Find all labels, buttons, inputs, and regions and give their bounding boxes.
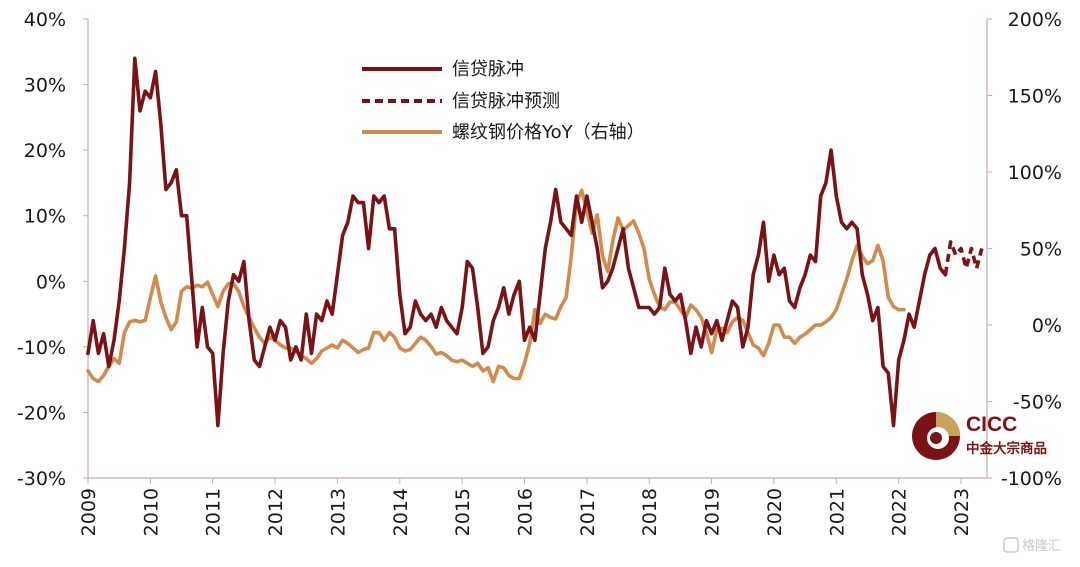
series-layer (86, 56, 984, 428)
series-line-2 (86, 188, 906, 384)
left-tick-label: -20% (17, 402, 66, 424)
watermark-icon (1003, 537, 1019, 553)
legend-label-2: 螺纹钢价格YoY（右轴） (452, 122, 645, 143)
x-tick-label: 2023 (951, 488, 973, 536)
x-tick-label: 2009 (78, 488, 100, 536)
left-tick-label: -10% (17, 337, 66, 359)
right-tick-label: 50% (1020, 239, 1062, 261)
right-tick-label: 100% (1008, 162, 1062, 184)
x-tick-label: 2021 (826, 488, 848, 536)
x-tick-label: 2019 (702, 488, 724, 536)
left-tick-label: 10% (24, 206, 66, 228)
x-tick-label: 2013 (327, 488, 349, 536)
legend-label-0: 信贷脉冲 (452, 59, 524, 80)
left-tick-label: 0% (36, 271, 66, 293)
left-tick-label: -30% (17, 468, 66, 490)
x-tick-label: 2010 (140, 488, 162, 536)
axes-layer: 40% 30% 20% 10% 0% -10% -20% -30% 200% 150% 100% 50… (17, 9, 1062, 536)
x-tick-label: 2022 (889, 488, 911, 536)
legend-label-1: 信贷脉冲预测 (452, 91, 560, 112)
right-tick-label: 0% (1032, 315, 1062, 337)
x-tick-label: 2011 (203, 488, 225, 536)
right-tick-label: 150% (1008, 86, 1062, 108)
right-tick-label: -100% (1001, 468, 1062, 490)
watermark: 格隆汇 (1003, 537, 1061, 554)
cicc-logo-icon (912, 412, 960, 460)
x-tick-label: 2017 (577, 488, 599, 536)
x-tick-label: 2015 (452, 488, 474, 536)
left-tick-label: 20% (24, 140, 66, 162)
x-tick-label: 2016 (515, 488, 537, 536)
x-tick-label: 2018 (639, 488, 661, 536)
cicc-logo: CICC 中金大宗商品 (912, 412, 1047, 460)
series-line-1 (943, 240, 984, 275)
cicc-logo-subtitle: 中金大宗商品 (966, 440, 1047, 457)
cicc-logo-title: CICC (966, 413, 1017, 436)
x-tick-label: 2012 (265, 488, 287, 536)
series-line-0 (86, 56, 948, 428)
x-tick-label: 2014 (390, 488, 412, 536)
x-tick-label: 2020 (764, 488, 786, 536)
left-tick-label: 40% (24, 9, 66, 31)
left-tick-label: 30% (24, 75, 66, 97)
right-tick-label: -50% (1013, 392, 1062, 414)
watermark-text: 格隆汇 (1022, 538, 1061, 554)
right-tick-label: 200% (1008, 9, 1062, 31)
